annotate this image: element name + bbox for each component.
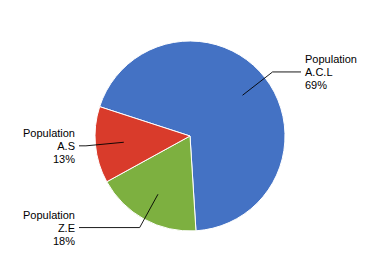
slice xyxy=(95,107,190,182)
slice-label-line: Z.E xyxy=(58,222,75,234)
slice-label: PopulationA.S13% xyxy=(23,127,75,165)
slice-label-line: 13% xyxy=(53,153,75,165)
slice-label-line: 69% xyxy=(305,79,327,91)
leader-line xyxy=(243,72,301,95)
slice-label-line: Population xyxy=(305,53,357,65)
labels: PopulationA.C.L69%PopulationZ.E18%Popula… xyxy=(23,53,357,247)
leader-line xyxy=(79,194,158,227)
slice-label-line: 18% xyxy=(53,235,75,247)
slice-label-line: A.C.L xyxy=(305,66,333,78)
pie xyxy=(95,41,285,231)
slice-label: PopulationZ.E18% xyxy=(23,209,75,247)
leader-line xyxy=(79,142,124,146)
slice-label-line: A.S xyxy=(57,140,75,152)
slice-label-line: Population xyxy=(23,209,75,221)
slice-label-line: Population xyxy=(23,127,75,139)
chart: PopulationA.C.L69%PopulationZ.E18%Popula… xyxy=(0,0,382,272)
slice-label: PopulationA.C.L69% xyxy=(305,53,357,91)
